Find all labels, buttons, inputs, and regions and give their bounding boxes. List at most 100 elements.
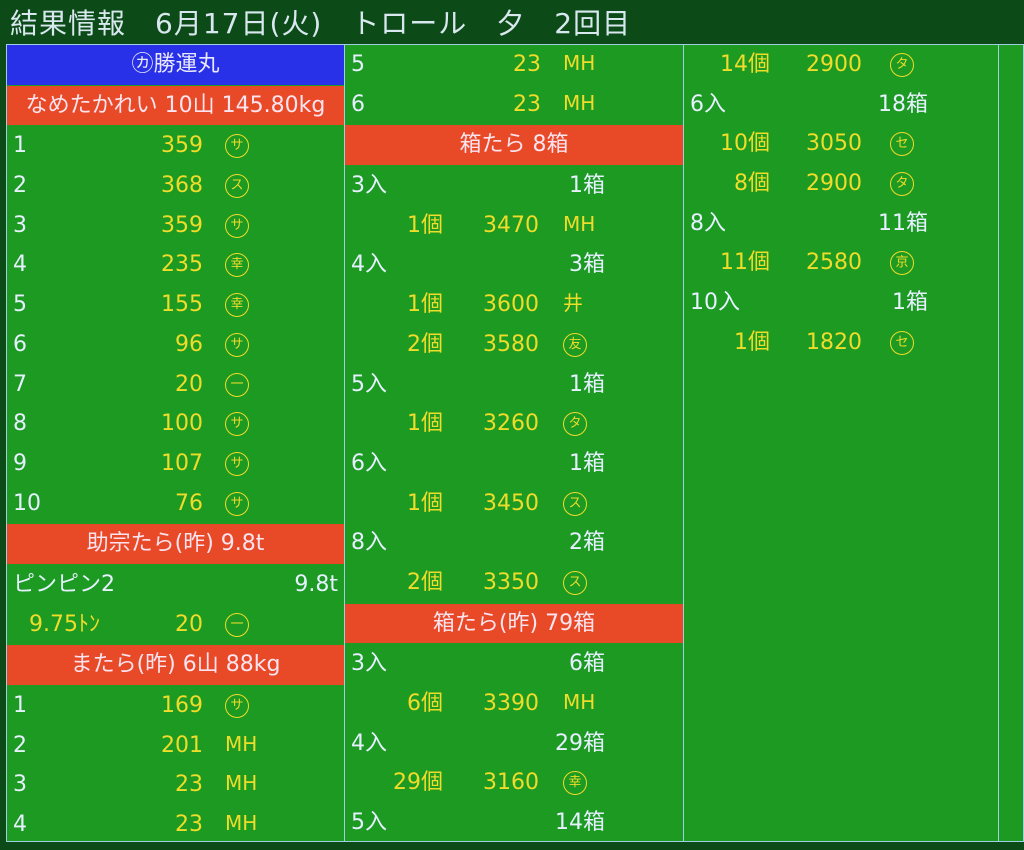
row-price: 3600 bbox=[483, 292, 539, 318]
result-row: 10個 3050 セ bbox=[684, 124, 998, 164]
buyer-mark: タ bbox=[890, 45, 914, 85]
row-price: 3470 bbox=[483, 212, 539, 238]
buyer-mark: MH bbox=[225, 805, 257, 845]
row-value: 23 bbox=[175, 812, 203, 838]
buyer-mark: タ bbox=[890, 164, 914, 204]
row-index: 1 bbox=[13, 133, 27, 159]
size-row: 8入 2箱 bbox=[345, 523, 683, 563]
column-3: 14個 2900 タ 6入 18箱 10個 3050 セ 8個 2900 タ 8入 11箱 11個 2580… bbox=[683, 44, 999, 842]
buyer-mark-icon: MH bbox=[225, 811, 258, 836]
result-row: 6個 3390 MH bbox=[345, 684, 683, 724]
row-quantity: 8個 bbox=[734, 171, 770, 197]
row-label: 5入 bbox=[351, 810, 387, 836]
buyer-mark-icon: サ bbox=[225, 412, 249, 437]
buyer-mark: サ bbox=[225, 206, 249, 246]
row-value: 155 bbox=[161, 292, 203, 318]
row-index: 4 bbox=[13, 812, 27, 838]
buyer-mark-icon: セ bbox=[890, 330, 914, 355]
buyer-mark: サ bbox=[225, 484, 249, 524]
row-count: 1箱 bbox=[892, 290, 928, 316]
row-quantity: 11個 bbox=[720, 250, 770, 276]
result-row: 3 23 MH bbox=[7, 765, 344, 805]
row-quantity: 1個 bbox=[407, 212, 443, 238]
row-count: 1箱 bbox=[569, 450, 605, 476]
result-row: 4 235 幸 bbox=[7, 245, 344, 285]
row-price: 2900 bbox=[806, 171, 862, 197]
row-label: ピンピン2 bbox=[13, 571, 115, 597]
buyer-mark-icon: MH bbox=[563, 90, 596, 115]
row-count: 11箱 bbox=[878, 210, 928, 236]
row-quantity: 29個 bbox=[393, 770, 443, 796]
column-4-empty bbox=[998, 44, 1024, 842]
result-row: 2 201 MH bbox=[7, 726, 344, 766]
buyer-mark-icon: MH bbox=[563, 51, 596, 75]
column-2: 5 23 MH 6 23 MH 箱たら 8箱 3入 1箱 1個 3470 MH 4入 3箱 1個 3600 井 2… bbox=[344, 44, 684, 842]
buyer-mark-icon: ス bbox=[225, 174, 249, 199]
size-row: ピンピン2 9.8t bbox=[7, 565, 344, 605]
result-row: 2 368 ス bbox=[7, 166, 344, 206]
row-count: 1箱 bbox=[569, 173, 605, 199]
buyer-mark-icon: サ bbox=[225, 332, 249, 357]
row-value: 235 bbox=[161, 252, 203, 278]
row-index: 3 bbox=[13, 212, 27, 238]
row-quantity: 1個 bbox=[407, 292, 443, 318]
row-value: 368 bbox=[161, 173, 203, 199]
buyer-mark: 一 bbox=[225, 365, 249, 405]
row-index: 10 bbox=[13, 490, 41, 516]
row-label: 4入 bbox=[351, 730, 387, 756]
result-row: 3 359 サ bbox=[7, 206, 344, 246]
row-value: 100 bbox=[161, 411, 203, 437]
buyer-mark-icon: 幸 bbox=[225, 293, 249, 318]
result-row: 14個 2900 タ bbox=[684, 45, 998, 85]
row-count: 18箱 bbox=[878, 91, 928, 117]
row-label: 8入 bbox=[690, 210, 726, 236]
result-row: 1個 1820 セ bbox=[684, 323, 998, 363]
lot-header: 箱たら 8箱 bbox=[345, 125, 683, 166]
row-count: 3箱 bbox=[569, 252, 605, 278]
result-row: 9 107 サ bbox=[7, 444, 344, 484]
vessel-header: ㋕勝運丸 bbox=[7, 45, 344, 85]
row-quantity: 2個 bbox=[407, 331, 443, 357]
buyer-mark: ス bbox=[563, 563, 587, 603]
row-index: 6 bbox=[351, 91, 365, 117]
buyer-mark: サ bbox=[225, 404, 249, 444]
buyer-mark-icon: 幸 bbox=[225, 253, 249, 278]
row-quantity: 2個 bbox=[407, 569, 443, 595]
row-count: 14箱 bbox=[555, 810, 605, 836]
row-label: 6入 bbox=[690, 91, 726, 117]
row-price: 3050 bbox=[806, 131, 862, 157]
buyer-mark-icon: タ bbox=[890, 172, 914, 197]
row-index: 5 bbox=[351, 52, 365, 77]
result-row: 8 100 サ bbox=[7, 404, 344, 444]
result-row: 6 96 サ bbox=[7, 325, 344, 365]
buyer-mark-icon: 幸 bbox=[563, 771, 587, 796]
result-row: 1個 3600 井 bbox=[345, 285, 683, 325]
row-label: 4入 bbox=[351, 252, 387, 278]
buyer-mark: セ bbox=[890, 323, 914, 363]
buyer-mark-icon: サ bbox=[225, 491, 249, 516]
buyer-mark-icon: ス bbox=[563, 570, 587, 595]
row-value: 23 bbox=[513, 52, 541, 77]
buyer-mark: 一 bbox=[225, 605, 249, 645]
row-index: 3 bbox=[13, 772, 27, 798]
row-quantity: 14個 bbox=[720, 52, 770, 77]
buyer-mark: ス bbox=[563, 484, 587, 524]
row-index: 2 bbox=[13, 732, 27, 758]
row-label: 8入 bbox=[351, 530, 387, 556]
row-price: 3450 bbox=[483, 490, 539, 516]
row-price: 2900 bbox=[806, 52, 862, 77]
row-value: 359 bbox=[161, 212, 203, 238]
row-index: 5 bbox=[13, 292, 27, 318]
buyer-mark: サ bbox=[225, 126, 249, 166]
row-index: 9 bbox=[13, 450, 27, 476]
lot-header: またら(昨) 6山 88kg bbox=[7, 645, 344, 685]
buyer-mark: サ bbox=[225, 686, 249, 726]
buyer-mark-icon: 井 bbox=[563, 291, 583, 316]
buyer-mark: 京 bbox=[890, 243, 914, 283]
buyer-mark-icon: セ bbox=[890, 132, 914, 157]
buyer-mark: 友 bbox=[563, 325, 587, 365]
result-row: 10 76 サ bbox=[7, 484, 344, 524]
size-row: 5入 1箱 bbox=[345, 365, 683, 405]
row-index: 1 bbox=[13, 693, 27, 718]
buyer-mark: タ bbox=[563, 404, 587, 444]
